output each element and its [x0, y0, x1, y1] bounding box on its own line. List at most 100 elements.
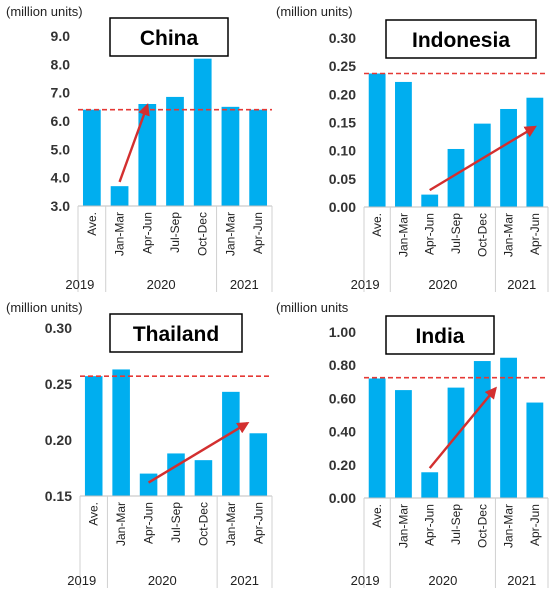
chart-3-x-tick: Jul-Sep: [449, 504, 463, 545]
chart-2-trend-arrow: [147, 421, 250, 484]
chart-3-y-tick: 0.60: [329, 390, 356, 406]
chart-2-x-tick: Apr-Jun: [251, 502, 265, 544]
chart-1-x-tick: Oct-Dec: [475, 213, 489, 257]
chart-2-bar: [249, 433, 268, 496]
chart-0-bar: [166, 96, 184, 206]
chart-1-x-tick: Ave.: [370, 213, 384, 237]
chart-0-x-tick: Ave.: [85, 212, 99, 236]
chart-2-bar: [167, 453, 185, 496]
chart-thailand: (million units) 0.15 0.20 0.25 0.30 Ave. Jan-M…: [6, 300, 273, 588]
chart-1-y-tick: 0.20: [329, 86, 356, 102]
chart-1-x-tick: Jan-Mar: [502, 213, 516, 257]
chart-3-y-tick: 0.40: [329, 424, 356, 440]
chart-1-year-label: 2019: [351, 277, 380, 292]
chart-0-y-tick: 5.0: [51, 141, 71, 157]
chart-india: (million units 0.00 0.20 0.40 0.60 0.80 1.00 Av…: [276, 300, 549, 588]
chart-3-y-tick: 0.00: [329, 490, 356, 506]
chart-0-y-tick: 8.0: [51, 56, 71, 72]
chart-0-x-tick: Apr-Jun: [251, 212, 265, 254]
chart-0-x-tick: Jan-Mar: [223, 212, 237, 256]
chart-3-x-tick: Jan-Mar: [396, 504, 410, 548]
chart-3-trend-arrow: [428, 386, 497, 469]
chart-1-bar: [368, 73, 386, 208]
chart-1-unit-label: (million units): [276, 4, 353, 19]
chart-1-bar: [421, 194, 439, 207]
chart-2-unit-label: (million units): [6, 300, 83, 315]
chart-3-bar: [473, 361, 491, 498]
chart-3-x-tick: Jan-Mar: [502, 504, 516, 548]
chart-3-title-box: [385, 315, 495, 355]
chart-3-bar: [368, 378, 386, 498]
chart-china: (million units) 3.0 4.0 5.0 6.0 7.0 8.0 9.0 Ave.…: [6, 4, 273, 292]
chart-0-title-box: [109, 17, 229, 57]
chart-1-bar: [526, 97, 544, 207]
chart-1-y-tick: 0.10: [329, 143, 356, 159]
chart-3-x-tick: Oct-Dec: [475, 504, 489, 548]
chart-0-year-label: 2021: [230, 277, 259, 292]
chart-0-bar: [221, 106, 240, 206]
chart-2-title-box: [109, 313, 243, 353]
chart-0-y-tick: 3.0: [51, 198, 71, 214]
chart-0-bar: [110, 186, 129, 206]
chart-1-y-tick: 0.00: [329, 199, 356, 215]
chart-indonesia: (million units) 0.00 0.05 0.10 0.15 0.20 0.25 0…: [276, 4, 549, 292]
chart-0-x-tick: Jul-Sep: [168, 212, 182, 253]
chart-1-y-tick: 0.30: [329, 30, 356, 46]
chart-2-title: Thailand: [133, 323, 219, 346]
chart-1-bar: [447, 148, 465, 207]
chart-2-y-tick: 0.25: [45, 376, 72, 392]
chart-2-year-label: 2019: [67, 573, 96, 588]
chart-1-y-tick: 0.25: [329, 58, 356, 74]
chart-2-year-label: 2021: [230, 573, 259, 588]
chart-1-bar: [473, 123, 491, 207]
chart-3-title: India: [415, 325, 464, 348]
chart-3-x-tick: Apr-Jun: [528, 504, 542, 546]
chart-0-x-tick: Jan-Mar: [113, 212, 127, 256]
chart-3-bar: [500, 357, 517, 498]
chart-1-bar: [500, 108, 517, 207]
chart-1-x-tick: Apr-Jun: [528, 213, 542, 255]
chart-3-bar: [395, 390, 412, 498]
chart-0-x-tick: Apr-Jun: [140, 212, 154, 254]
chart-1-title-box: [385, 19, 537, 59]
chart-3-bar: [526, 402, 544, 498]
chart-1-y-tick: 0.15: [329, 115, 356, 131]
chart-3-y-tick: 0.20: [329, 457, 356, 473]
chart-0-year-label: 2019: [65, 277, 94, 292]
chart-2-bar: [139, 473, 158, 496]
chart-3-x-tick: Ave.: [370, 504, 384, 528]
chart-2-x-tick: Jan-Mar: [114, 502, 128, 546]
chart-2-year-label: 2020: [148, 573, 177, 588]
chart-2-x-tick: Jan-Mar: [224, 502, 238, 546]
chart-0-bar: [193, 58, 212, 206]
chart-1-trend-arrow: [429, 125, 537, 192]
chart-3-bar: [421, 472, 439, 498]
chart-2-y-tick: 0.30: [45, 320, 72, 336]
chart-2-bar: [112, 369, 130, 496]
chart-2-bar: [222, 391, 240, 496]
chart-1-x-tick: Apr-Jun: [423, 213, 437, 255]
chart-0-y-tick: 7.0: [51, 85, 71, 101]
chart-0-bar: [249, 109, 268, 206]
chart-1-y-tick: 0.05: [329, 171, 356, 187]
chart-1-title: Indonesia: [412, 29, 510, 52]
chart-3-year-label: 2020: [428, 573, 457, 588]
chart-2-bar: [194, 460, 213, 496]
chart-1-year-label: 2020: [428, 277, 457, 292]
chart-2-x-tick: Jul-Sep: [169, 502, 183, 543]
chart-0-bar: [138, 104, 157, 206]
chart-1-bar: [395, 81, 412, 207]
chart-0-x-tick: Oct-Dec: [196, 212, 210, 256]
chart-0-trend-arrow: [118, 103, 150, 183]
chart-2-y-tick: 0.20: [45, 432, 72, 448]
chart-2-x-tick: Oct-Dec: [196, 502, 210, 546]
chart-3-year-label: 2021: [507, 573, 536, 588]
chart-2-x-tick: Ave.: [87, 502, 101, 526]
chart-0-y-tick: 9.0: [51, 28, 71, 44]
chart-1-x-tick: Jul-Sep: [449, 213, 463, 254]
chart-0-year-label: 2020: [147, 277, 176, 292]
chart-2-x-tick: Apr-Jun: [142, 502, 156, 544]
chart-3-unit-label: (million units: [276, 300, 349, 315]
chart-2-y-tick: 0.15: [45, 488, 72, 504]
chart-0-bar: [82, 109, 101, 206]
